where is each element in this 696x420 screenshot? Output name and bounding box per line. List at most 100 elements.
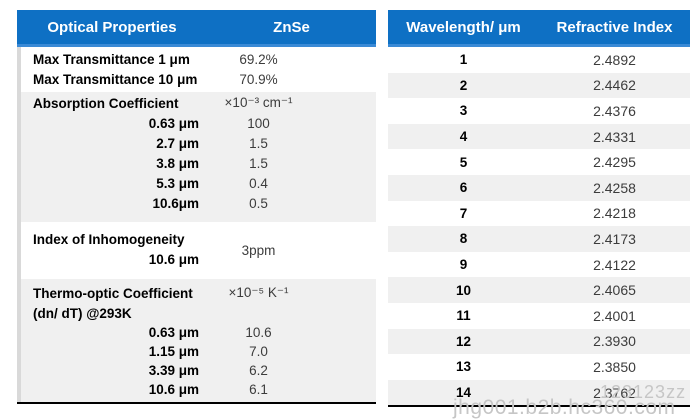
- wavelength-cell: 14: [455, 385, 472, 401]
- watermark-line2: jhg001.b2b.hc360.com: [453, 396, 676, 419]
- row-label: 5.3 μm: [156, 175, 199, 191]
- table-row: 0.63 μm 100: [21, 113, 376, 133]
- index-cell: 2.4331: [593, 128, 636, 145]
- row-label: 3.39 μm: [148, 363, 199, 378]
- row-label: Max Transmittance 1 μm: [33, 51, 190, 67]
- section-title: Absorption Coefficient: [33, 95, 179, 111]
- table-row: 13 2.3850: [388, 354, 690, 380]
- wavelength-cell: 9: [459, 257, 468, 273]
- wavelength-cell: 12: [455, 333, 472, 349]
- index-cell: 2.4122: [593, 256, 636, 273]
- index-cell: 2.4218: [593, 205, 636, 222]
- table-row: 9 2.4122: [388, 252, 690, 278]
- row-value: 69.2%: [239, 51, 278, 67]
- row-label: 10.6 μm: [148, 252, 199, 267]
- section-absorption-coefficient: Absorption Coefficient ×10⁻³ cm⁻¹ 0.63 μ…: [21, 92, 376, 222]
- refractive-index-body: 1 2.4892 2 2.4462 3 2.4376 4 2.4331 5 2.…: [388, 47, 690, 406]
- section-thermo-optic: Thermo-optic Coefficient ×10⁻⁵ K⁻¹ (dn/ …: [21, 279, 376, 402]
- row-value: 100: [247, 115, 270, 131]
- section-title: Index of Inhomogeneity: [33, 232, 185, 247]
- refractive-index-table: Wavelength/ μm Refractive Index 1 2.4892…: [388, 10, 690, 408]
- table-row: 11 2.4001: [388, 303, 690, 329]
- section-title-row: Absorption Coefficient ×10⁻³ cm⁻¹: [21, 93, 376, 113]
- table-row: 7 2.4218: [388, 201, 690, 227]
- table-row: 12 2.3930: [388, 328, 690, 355]
- table-row: 3 2.4376: [388, 98, 690, 124]
- row-label: 3.8 μm: [156, 155, 199, 171]
- header-wavelength: Wavelength/ μm: [406, 18, 521, 36]
- index-cell: 2.4258: [593, 179, 636, 196]
- section-index-of-inhomogeneity: Index of Inhomogeneity 10.6 μm 3ppm: [21, 222, 376, 279]
- wavelength-cell: 2: [459, 77, 468, 93]
- table-row: 3.8 μm 1.5: [21, 153, 376, 173]
- header-znse: ZnSe: [273, 18, 310, 36]
- index-cell: 2.4892: [593, 51, 636, 68]
- section-unit: ×10⁻³ cm⁻¹: [224, 95, 293, 110]
- table-row: Max Transmittance 10 μm 70.9%: [21, 69, 376, 89]
- table-row: 10.6 μm 6.1: [21, 380, 376, 399]
- table-row: 3.39 μm 6.2: [21, 361, 376, 380]
- wavelength-cell: 4: [459, 129, 468, 145]
- row-value: 6.2: [249, 363, 268, 378]
- table-row: 4 2.4331: [388, 123, 690, 150]
- row-value: 0.4: [249, 175, 268, 191]
- row-value: 3ppm: [241, 242, 276, 258]
- table-row: 1 2.4892: [388, 47, 690, 73]
- index-cell: 2.4376: [593, 102, 636, 119]
- row-label: 10.6μm: [152, 195, 199, 211]
- table-row: 6 2.4258: [388, 174, 690, 201]
- row-label: 2.7 μm: [156, 135, 199, 151]
- row-label: 1.15 μm: [148, 344, 199, 359]
- wavelength-cell: 6: [459, 180, 468, 196]
- section-max-transmittance: Max Transmittance 1 μm 69.2% Max Transmi…: [21, 47, 376, 92]
- row-value: 6.1: [249, 382, 268, 397]
- index-cell: 2.3930: [593, 333, 636, 350]
- table-row: 5 2.4295: [388, 149, 690, 175]
- row-value: 1.5: [249, 155, 268, 171]
- row-value: 10.6: [245, 325, 272, 340]
- wavelength-cell: 3: [459, 103, 468, 119]
- wavelength-cell: 13: [455, 359, 472, 375]
- wavelength-cell: 8: [459, 231, 468, 247]
- row-label: 0.63 μm: [148, 115, 199, 131]
- watermark-line1: 123123zz: [600, 382, 687, 402]
- table-row: Max Transmittance 1 μm 69.2%: [21, 49, 376, 69]
- table-row: 2.7 μm 1.5: [21, 133, 376, 153]
- optical-properties-header-row: Optical Properties ZnSe: [17, 10, 376, 47]
- refractive-index-header-row: Wavelength/ μm Refractive Index: [388, 10, 690, 47]
- table-row: 10.6μm 0.5: [21, 193, 376, 213]
- row-value: 7.0: [249, 344, 268, 359]
- wavelength-cell: 11: [456, 308, 471, 324]
- wavelength-cell: 5: [459, 154, 468, 170]
- wavelength-cell: 10: [455, 282, 472, 298]
- index-cell: 2.4173: [593, 230, 636, 247]
- table-row: 0.63 μm 10.6: [21, 323, 376, 342]
- table-row: 1.15 μm 7.0: [21, 342, 376, 361]
- index-cell: 2.4295: [593, 154, 636, 171]
- row-value: 1.5: [249, 135, 268, 151]
- table-row: 14 2.3762: [388, 379, 690, 406]
- table-row: 5.3 μm 0.4: [21, 173, 376, 193]
- header-refractive-index: Refractive Index: [556, 18, 673, 36]
- section-title-line2: (dn/ dT) @293K: [33, 305, 132, 321]
- table-row: 10 2.4065: [388, 277, 690, 303]
- wavelength-cell: 1: [459, 52, 468, 68]
- optical-properties-table: Optical Properties ZnSe Max Transmittanc…: [17, 10, 376, 404]
- index-cell: 2.4065: [593, 282, 636, 299]
- wavelength-cell: 7: [459, 205, 468, 221]
- index-cell: 2.3762: [593, 384, 636, 401]
- index-cell: 2.3850: [593, 358, 636, 375]
- section-title: Thermo-optic Coefficient: [33, 285, 193, 301]
- section-title-row: Thermo-optic Coefficient ×10⁻⁵ K⁻¹: [21, 283, 376, 303]
- table-row: 2 2.4462: [388, 72, 690, 99]
- optical-properties-body: Max Transmittance 1 μm 69.2% Max Transmi…: [17, 47, 376, 402]
- section-title-row-2: (dn/ dT) @293K: [21, 303, 376, 323]
- table-row: 8 2.4173: [388, 226, 690, 252]
- row-label: 10.6 μm: [148, 382, 199, 397]
- inhomogeneity-labels: Index of Inhomogeneity 10.6 μm: [21, 230, 211, 270]
- index-cell: 2.4462: [593, 77, 636, 94]
- row-value: 70.9%: [239, 71, 278, 87]
- row-label: Max Transmittance 10 μm: [33, 71, 198, 87]
- header-optical-properties: Optical Properties: [47, 18, 177, 36]
